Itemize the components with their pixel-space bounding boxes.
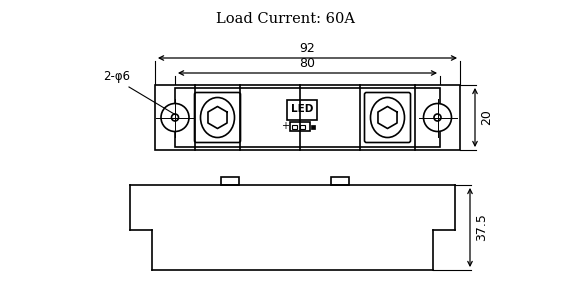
Circle shape bbox=[424, 103, 451, 131]
Text: LED: LED bbox=[291, 103, 313, 113]
Text: 80: 80 bbox=[299, 57, 316, 70]
Text: +: + bbox=[281, 121, 289, 131]
FancyBboxPatch shape bbox=[364, 92, 410, 142]
Bar bbox=[155, 85, 460, 150]
Text: 20: 20 bbox=[480, 110, 493, 125]
Circle shape bbox=[161, 103, 189, 131]
Text: Load Current: 60A: Load Current: 60A bbox=[215, 12, 355, 26]
Bar bbox=[221, 177, 239, 185]
Text: 2-φ6: 2-φ6 bbox=[103, 70, 130, 83]
Ellipse shape bbox=[370, 98, 405, 137]
Text: 37.5: 37.5 bbox=[475, 214, 488, 242]
Bar bbox=[292, 124, 297, 128]
Circle shape bbox=[434, 114, 441, 121]
Text: 92: 92 bbox=[300, 42, 315, 55]
Circle shape bbox=[291, 106, 297, 112]
Bar bbox=[175, 88, 440, 147]
FancyBboxPatch shape bbox=[194, 92, 241, 142]
Ellipse shape bbox=[201, 98, 234, 137]
Circle shape bbox=[172, 114, 178, 121]
Bar bbox=[300, 124, 305, 128]
Bar bbox=[287, 100, 317, 119]
Bar bbox=[311, 124, 315, 128]
Bar bbox=[290, 122, 310, 130]
Bar bbox=[331, 177, 349, 185]
